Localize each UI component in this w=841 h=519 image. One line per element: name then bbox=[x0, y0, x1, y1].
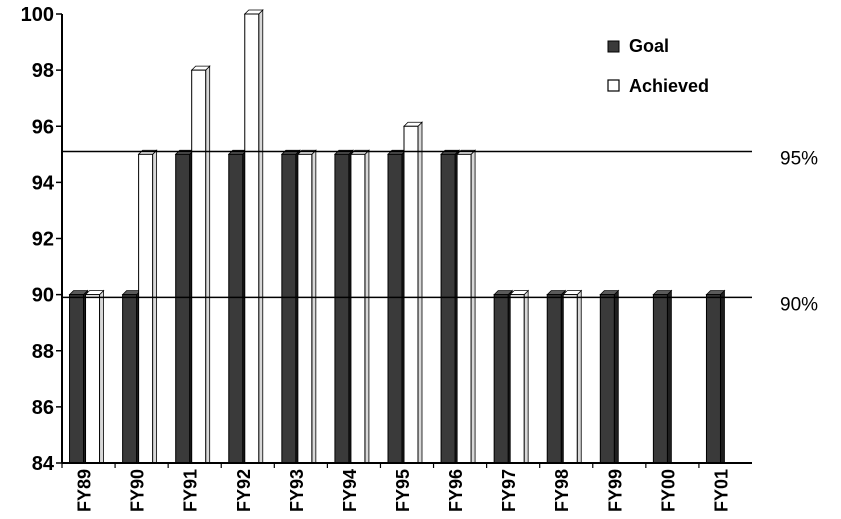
bar-front bbox=[69, 294, 85, 464]
x-tick-label: FY97 bbox=[499, 469, 519, 512]
bar-achieved-fy97 bbox=[509, 289, 530, 464]
x-tick-label: FY99 bbox=[605, 469, 625, 512]
legend-label-goal: Goal bbox=[629, 36, 669, 56]
bar-goal-fy00 bbox=[652, 289, 673, 464]
x-tick-label: FY94 bbox=[340, 469, 360, 512]
bar-front bbox=[350, 153, 366, 464]
bar-front bbox=[546, 294, 562, 464]
bar-side bbox=[417, 121, 423, 464]
bar-goal-fy94 bbox=[333, 149, 354, 464]
bar-front bbox=[440, 153, 456, 464]
bar-front bbox=[493, 294, 509, 464]
bar-front bbox=[244, 13, 260, 464]
y-tick-label: 86 bbox=[32, 397, 54, 419]
bar-goal-fy01 bbox=[705, 289, 726, 464]
x-tick-label: FY91 bbox=[181, 469, 201, 512]
y-tick-label: 84 bbox=[32, 453, 55, 475]
bar-front bbox=[85, 294, 101, 464]
legend: Goal Achieved bbox=[596, 28, 746, 102]
reference-line-label: 95% bbox=[780, 149, 818, 170]
bar-side bbox=[523, 289, 529, 464]
bar-side bbox=[258, 9, 264, 464]
bar-goal-fy93 bbox=[280, 149, 301, 464]
legend-swatch-achieved bbox=[607, 79, 620, 92]
bar-side bbox=[576, 289, 582, 464]
bar-side bbox=[364, 149, 370, 464]
bar-side bbox=[152, 149, 158, 464]
bar-front bbox=[334, 153, 350, 464]
bar-achieved-fy90 bbox=[137, 149, 158, 464]
bar-side bbox=[720, 289, 725, 464]
bar-achieved-fy94 bbox=[349, 149, 370, 464]
bar-goal-fy97 bbox=[493, 289, 514, 464]
bar-front bbox=[403, 125, 419, 464]
bar-side bbox=[613, 289, 619, 464]
y-tick-label: 96 bbox=[32, 116, 54, 138]
bar-front bbox=[281, 153, 297, 464]
bar-front bbox=[175, 153, 191, 464]
bar-front bbox=[562, 294, 578, 464]
bar-achieved-fy89 bbox=[84, 289, 105, 464]
x-tick-label: FY89 bbox=[75, 469, 95, 512]
x-tick-label: FY96 bbox=[446, 469, 466, 512]
bar-front bbox=[456, 153, 472, 464]
x-axis-ticks: FY89 FY90 FY91 FY92 FY93 FY94 FY95 FY96 FY97 FY98… bbox=[61, 463, 731, 512]
bar-front bbox=[599, 294, 615, 464]
reference-lines: 95% 90% bbox=[62, 149, 818, 315]
x-tick-label: FY00 bbox=[658, 469, 678, 512]
x-tick-label: FY93 bbox=[287, 469, 307, 512]
bar-achieved-fy91 bbox=[190, 65, 211, 464]
bar-achieved-fy96 bbox=[456, 149, 477, 464]
reference-line-label: 90% bbox=[780, 294, 818, 315]
bar-front bbox=[122, 294, 138, 464]
bar-achieved-fy95 bbox=[403, 121, 423, 464]
bar-front bbox=[652, 294, 668, 464]
x-tick-label: FY01 bbox=[711, 469, 731, 512]
bar-front bbox=[297, 153, 313, 464]
x-tick-label: FY95 bbox=[393, 469, 413, 512]
bar-side bbox=[470, 149, 476, 464]
legend-swatch-goal bbox=[607, 40, 620, 53]
bar-achieved-fy92 bbox=[243, 9, 264, 464]
y-tick-label: 98 bbox=[32, 60, 54, 82]
bar-side bbox=[666, 289, 672, 464]
bar-achieved-fy93 bbox=[296, 149, 317, 464]
y-tick-label: 94 bbox=[32, 172, 55, 194]
bar-front bbox=[228, 153, 244, 464]
bar-goal-fy92 bbox=[227, 149, 248, 464]
bar-goal-fy95 bbox=[387, 149, 407, 464]
x-tick-label: FY98 bbox=[552, 469, 572, 512]
bar-front bbox=[138, 153, 154, 464]
x-tick-label: FY90 bbox=[128, 469, 148, 512]
x-tick-label: FY92 bbox=[234, 469, 254, 512]
bar-goal-fy99 bbox=[599, 289, 620, 464]
bar-goal-fy96 bbox=[440, 149, 461, 464]
bar-front bbox=[387, 153, 403, 464]
bar-achieved-fy98 bbox=[562, 289, 583, 464]
bar-goal-fy91 bbox=[174, 149, 195, 464]
y-tick-label: 90 bbox=[32, 285, 54, 307]
legend-label-achieved: Achieved bbox=[629, 76, 709, 96]
bar-front bbox=[191, 69, 207, 464]
bar-side bbox=[311, 149, 317, 464]
y-tick-label: 100 bbox=[21, 4, 54, 26]
axes bbox=[61, 14, 752, 464]
bar-goal-fy89 bbox=[68, 289, 89, 464]
bar-side bbox=[205, 65, 211, 464]
bar-goal-fy90 bbox=[121, 289, 142, 464]
y-axis-ticks: 84 86 88 90 92 94 96 98 100 bbox=[21, 4, 62, 475]
y-tick-label: 92 bbox=[32, 229, 54, 251]
legend-box bbox=[596, 28, 746, 102]
bar-goal-fy98 bbox=[546, 289, 567, 464]
y-tick-label: 88 bbox=[32, 341, 54, 363]
bar-side bbox=[99, 289, 104, 464]
bar-front bbox=[705, 294, 721, 464]
bar-front bbox=[509, 294, 525, 464]
